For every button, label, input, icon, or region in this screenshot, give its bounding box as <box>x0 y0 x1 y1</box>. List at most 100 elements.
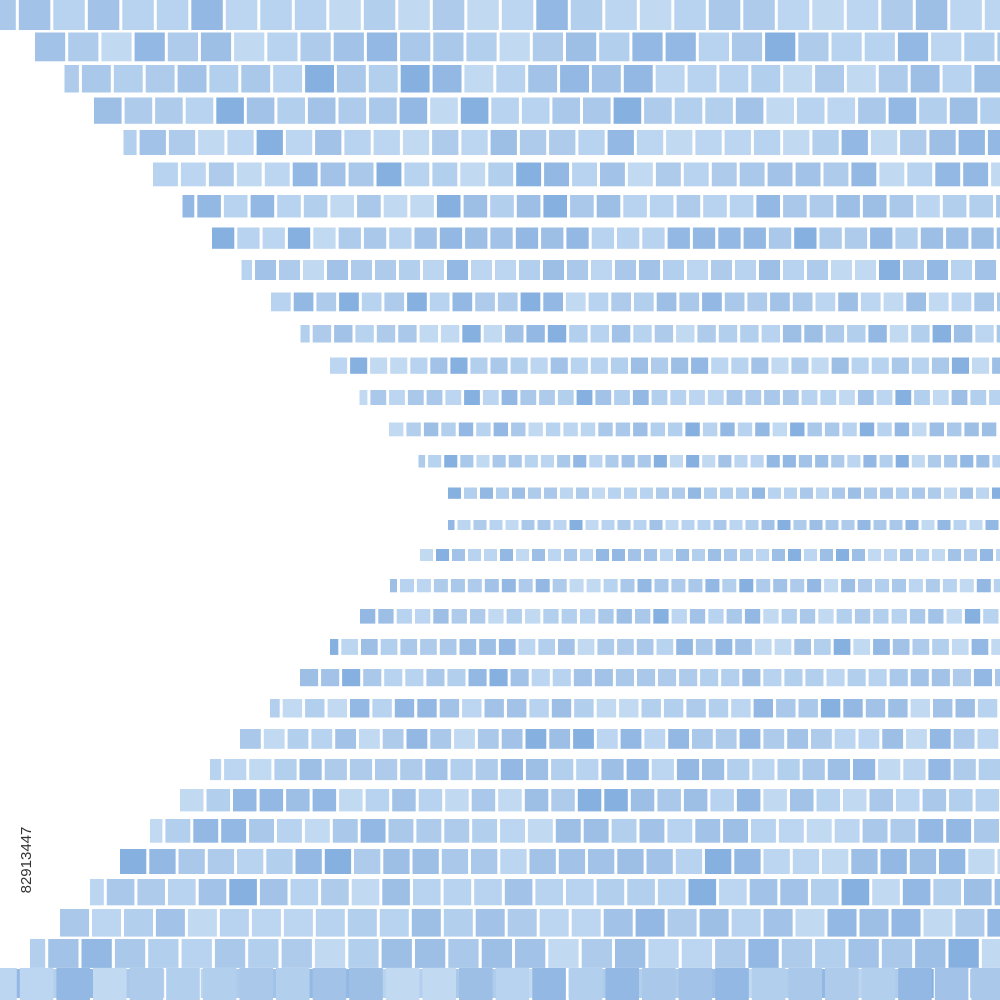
tile <box>324 759 347 781</box>
tile <box>336 65 366 93</box>
tile <box>415 609 431 624</box>
tile <box>382 729 404 749</box>
tile <box>897 32 929 62</box>
tile <box>864 487 877 499</box>
tile <box>724 549 737 561</box>
tile <box>18 0 51 30</box>
tile <box>718 325 738 343</box>
tile <box>578 130 605 155</box>
tile <box>756 579 771 593</box>
tile <box>490 227 513 249</box>
tile <box>262 227 285 249</box>
tile <box>976 487 989 499</box>
tile <box>305 65 334 93</box>
tile <box>695 639 713 655</box>
tile <box>471 789 496 812</box>
tile <box>270 699 280 718</box>
tile <box>858 579 872 593</box>
tile <box>831 455 845 468</box>
tile <box>921 520 935 530</box>
tile <box>739 162 765 187</box>
tile <box>910 65 940 93</box>
tile <box>695 130 722 155</box>
tile <box>663 699 684 718</box>
tile <box>654 325 674 343</box>
tile <box>611 325 631 343</box>
tile <box>889 520 903 530</box>
tile <box>816 789 840 812</box>
tile <box>452 549 465 561</box>
tile <box>889 669 908 687</box>
tile <box>875 579 889 593</box>
tile <box>763 789 787 812</box>
tile <box>350 699 370 718</box>
tile <box>944 487 957 499</box>
tile <box>807 260 828 280</box>
tile <box>989 390 1000 405</box>
tile <box>300 669 319 687</box>
tile <box>933 699 953 718</box>
tile <box>398 325 417 343</box>
tile <box>185 97 214 124</box>
tile <box>202 968 237 1000</box>
tile <box>831 260 852 280</box>
tile <box>321 879 349 906</box>
tile <box>489 669 508 687</box>
tile <box>636 130 664 155</box>
tile <box>505 520 519 530</box>
tile <box>239 968 273 1000</box>
tile <box>765 32 796 62</box>
tile <box>445 789 469 812</box>
tile <box>834 729 856 749</box>
tile <box>796 97 825 124</box>
tile <box>433 609 449 624</box>
tile <box>811 729 832 749</box>
tile <box>212 227 235 249</box>
tile <box>970 390 987 405</box>
tile <box>882 729 904 749</box>
tile <box>708 0 741 30</box>
tile <box>876 390 893 405</box>
tile <box>894 422 910 437</box>
tile <box>420 639 437 655</box>
tile <box>836 195 860 218</box>
tile <box>452 292 473 312</box>
tile <box>739 729 761 749</box>
tile <box>870 130 898 155</box>
tile <box>501 0 534 30</box>
tile <box>981 422 997 437</box>
tile <box>865 699 886 718</box>
tile <box>564 549 577 561</box>
tile <box>815 939 846 968</box>
tile <box>521 97 550 124</box>
tile <box>980 97 1000 124</box>
tile <box>516 162 542 187</box>
tile <box>615 422 631 437</box>
tile <box>868 325 887 343</box>
tile <box>580 549 593 561</box>
tile <box>700 669 719 687</box>
tile <box>574 699 594 718</box>
tile <box>783 195 807 218</box>
tile <box>484 549 497 561</box>
tile <box>798 455 812 468</box>
tile <box>880 849 907 874</box>
tile <box>822 849 849 874</box>
tile <box>459 639 477 655</box>
tile <box>237 849 264 874</box>
tile <box>942 65 972 93</box>
tile <box>605 968 639 1000</box>
tile <box>805 669 824 687</box>
tile <box>614 390 630 405</box>
tile <box>871 357 889 374</box>
tile <box>674 0 706 30</box>
tile <box>223 195 248 218</box>
tile <box>198 130 225 155</box>
tile <box>719 65 749 93</box>
tile <box>290 879 319 906</box>
tile <box>623 65 653 93</box>
tile <box>541 227 564 249</box>
tile <box>420 549 433 561</box>
tile <box>335 729 356 749</box>
stock-id: 82913447 <box>18 827 35 894</box>
